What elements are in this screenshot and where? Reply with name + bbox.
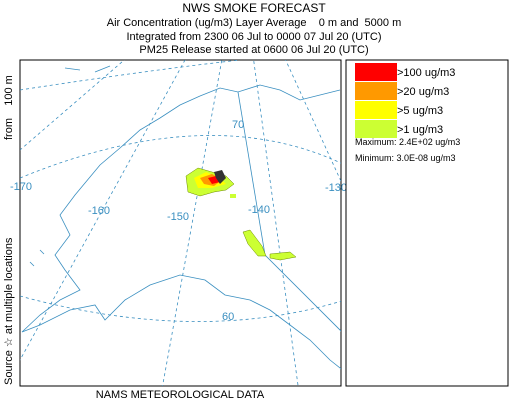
map-label: -150 xyxy=(167,211,189,223)
legend-swatch xyxy=(355,120,397,138)
maximum: Maximum: 2.4E+02 ug/m3 xyxy=(355,137,460,147)
islands xyxy=(29,65,111,267)
minimum: Minimum: 3.0E-08 ug/m3 xyxy=(355,153,456,163)
legend-label: >5 ug/m3 xyxy=(397,105,443,117)
subtitle: Integrated from 2300 06 Jul to 0000 07 J… xyxy=(127,31,382,43)
coastline xyxy=(21,84,341,370)
side-label: Source ☆ at multiple locations xyxy=(3,237,15,385)
map-label: -140 xyxy=(248,204,270,216)
map-labels: -170 -160 -150 -140 -130 70 60 xyxy=(10,119,347,323)
legend-swatch xyxy=(355,82,397,100)
subtitle: Air Concentration (ug/m3) Layer Average … xyxy=(107,17,402,29)
subtitle: PM25 Release started at 0600 06 Jul 20 (… xyxy=(139,44,368,56)
legend-label: >1 ug/m3 xyxy=(397,124,443,136)
map-label: 70 xyxy=(232,119,244,131)
legend-frame xyxy=(345,59,509,387)
legend: >100 ug/m3 >20 ug/m3 >5 ug/m3 >1 ug/m3 xyxy=(355,63,455,138)
map-body xyxy=(20,60,341,386)
legend-label: >20 ug/m3 xyxy=(397,86,449,98)
side-label: from 100 m xyxy=(3,75,15,140)
map-label: -130 xyxy=(325,182,347,194)
legend-swatch xyxy=(355,63,397,81)
legend-swatch xyxy=(355,101,397,119)
map-label: 60 xyxy=(222,311,234,323)
footer: NAMS METEOROLOGICAL DATA xyxy=(96,389,265,401)
legend-label: >100 ug/m3 xyxy=(397,67,455,79)
map-label: -170 xyxy=(10,181,32,193)
map-label: -160 xyxy=(88,205,110,217)
title: NWS SMOKE FORECAST xyxy=(182,1,326,15)
map-frame xyxy=(19,59,342,387)
smoke-plume xyxy=(185,167,297,261)
